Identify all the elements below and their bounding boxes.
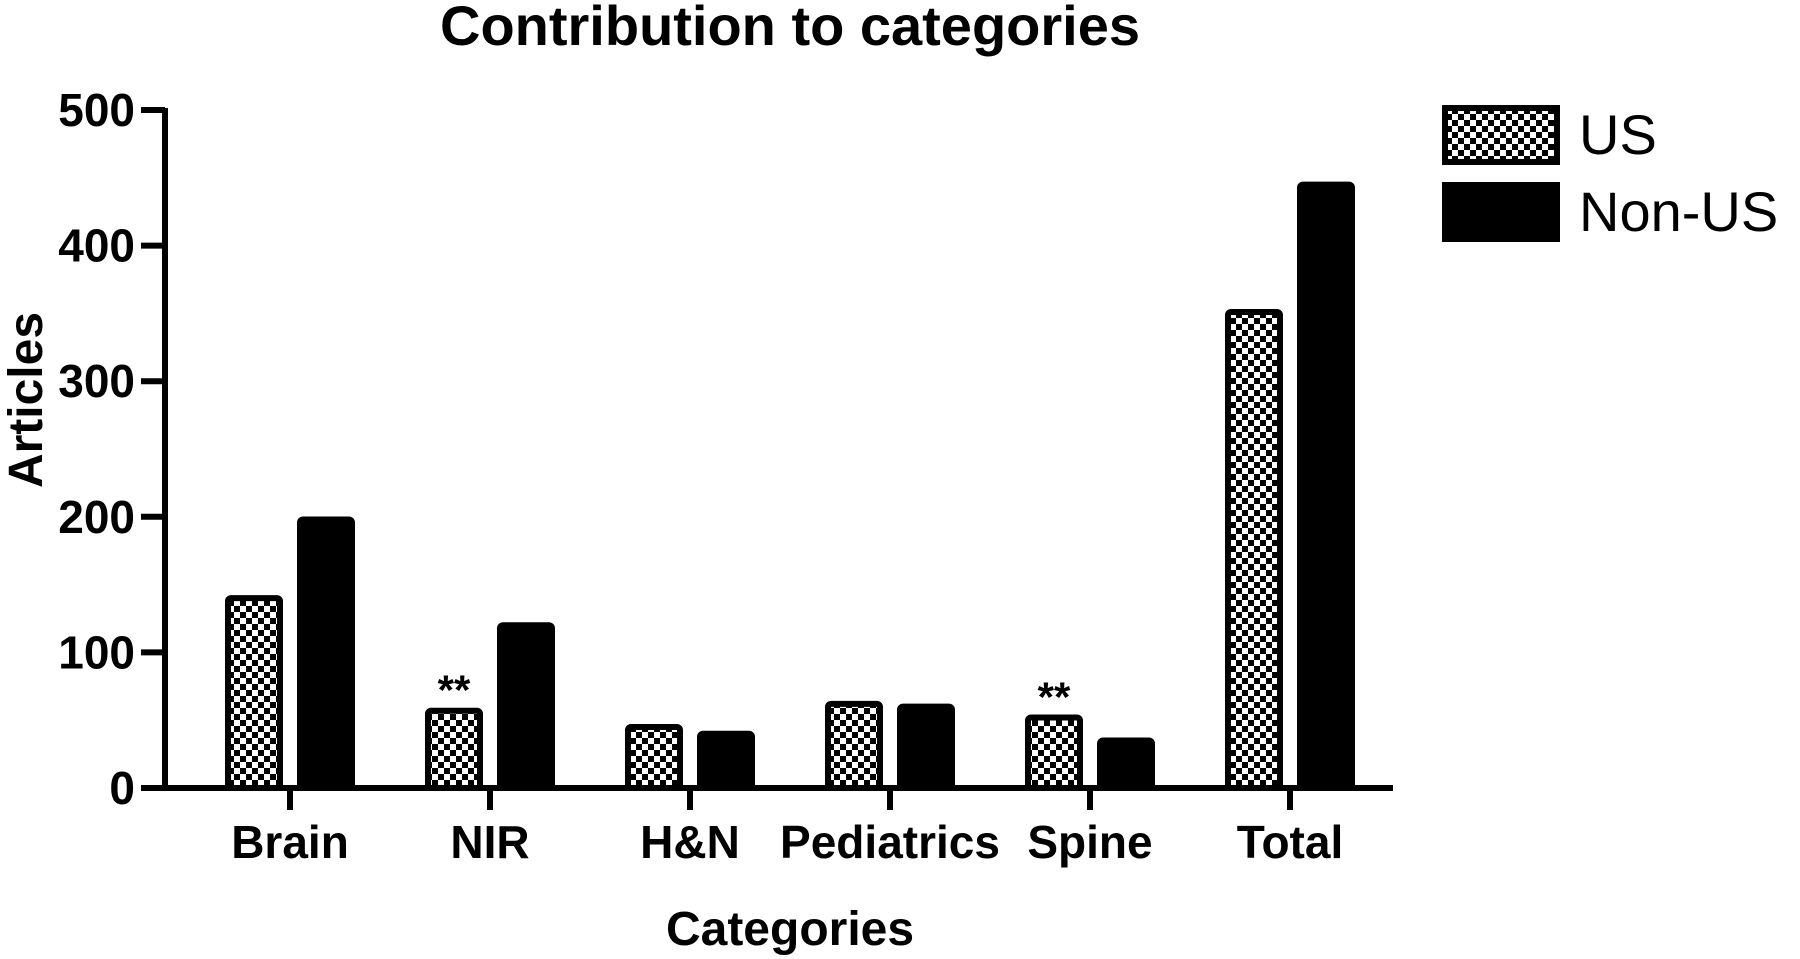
bar-us xyxy=(425,707,483,792)
y-tick-label: 0 xyxy=(109,762,135,814)
bar-non-us xyxy=(697,730,755,792)
legend-label: Non-US xyxy=(1579,180,1778,243)
x-tick-label: H&N xyxy=(640,816,740,868)
y-tick-label: 300 xyxy=(58,355,135,407)
legend-swatch-non-us xyxy=(1442,182,1560,242)
bar-us xyxy=(625,723,683,791)
plot-area: 0 100 200 300 400 500 Brain NIR H&N Pediatrics Spi… xyxy=(58,84,1393,868)
legend-label: US xyxy=(1579,103,1657,166)
x-axis-title: Categories xyxy=(666,903,914,956)
x-tick-label: Spine xyxy=(1027,816,1152,868)
bar-us xyxy=(825,700,883,791)
legend: US Non-US xyxy=(1442,103,1778,243)
y-tick-label: 500 xyxy=(58,84,135,136)
chart-title: Contribution to categories xyxy=(440,0,1140,57)
bar-non-us xyxy=(897,703,955,792)
y-tick-label: 400 xyxy=(58,220,135,272)
bar-us xyxy=(1225,309,1283,791)
bar-non-us xyxy=(1097,737,1155,791)
bar-non-us xyxy=(297,516,355,792)
y-axis-title: Articles xyxy=(0,312,53,488)
significance-annotation: ** xyxy=(1038,673,1071,720)
bar-us xyxy=(225,595,283,791)
x-tick-label: Total xyxy=(1237,816,1343,868)
x-tick-label: Pediatrics xyxy=(780,816,1000,868)
y-tick-label: 100 xyxy=(58,626,135,678)
x-tick-label: Brain xyxy=(231,816,349,868)
legend-swatch-us xyxy=(1442,105,1560,165)
bar-non-us xyxy=(1297,181,1355,791)
bar-non-us xyxy=(497,622,555,792)
bar-us xyxy=(1025,714,1083,791)
x-tick-label: NIR xyxy=(450,816,529,868)
y-tick-label: 200 xyxy=(58,491,135,543)
significance-annotation: ** xyxy=(438,667,471,714)
